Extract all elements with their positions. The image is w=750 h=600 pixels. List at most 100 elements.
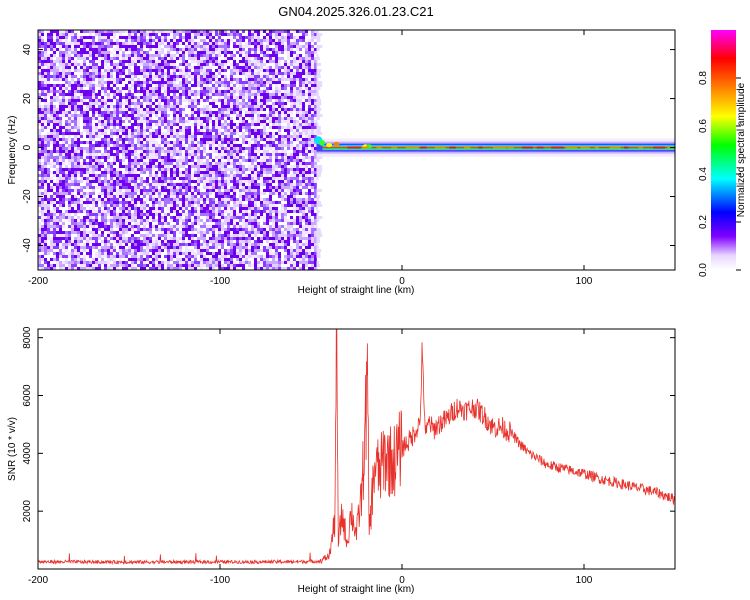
heatmap-cell xyxy=(41,216,44,219)
heatmap-cell xyxy=(188,108,191,111)
heatmap-cell xyxy=(38,222,41,225)
heatmap-cell xyxy=(74,78,77,81)
heatmap-cell xyxy=(80,171,83,174)
heatmap-cell xyxy=(143,162,146,165)
heatmap-cell xyxy=(125,135,128,138)
heatmap-cell xyxy=(56,138,59,141)
heatmap-cell xyxy=(203,192,206,195)
heatmap-cell xyxy=(167,171,170,174)
heatmap-cell xyxy=(197,177,200,180)
heatmap-cell xyxy=(128,51,131,54)
heatmap-cell xyxy=(128,144,131,147)
heatmap-cell xyxy=(62,111,65,114)
heatmap-cell xyxy=(173,111,176,114)
heatmap-cell xyxy=(203,39,206,42)
heatmap-cell xyxy=(125,78,128,81)
heatmap-cell xyxy=(170,48,173,51)
heatmap-cell xyxy=(86,249,89,252)
heatmap-cell xyxy=(113,57,116,60)
heatmap-cell xyxy=(71,207,74,210)
heatmap-cell xyxy=(83,129,86,132)
heatmap-cell xyxy=(149,147,152,150)
heatmap-cell xyxy=(149,267,152,270)
heatmap-cell xyxy=(179,159,182,162)
heatmap-cell xyxy=(65,264,68,267)
heatmap-cell xyxy=(53,138,56,141)
heatmap-cell xyxy=(212,90,215,93)
heatmap-cell xyxy=(104,144,107,147)
heatmap-cell xyxy=(188,252,191,255)
heatmap-cell xyxy=(194,39,197,42)
heatmap-cell xyxy=(221,60,224,63)
heatmap-cell xyxy=(86,240,89,243)
heatmap-cell xyxy=(104,252,107,255)
heatmap-cell xyxy=(209,219,212,222)
heatmap-cell xyxy=(197,246,200,249)
heatmap-cell xyxy=(197,231,200,234)
heatmap-cell xyxy=(47,120,50,123)
heatmap-cell xyxy=(146,246,149,249)
heatmap-cell xyxy=(110,177,113,180)
heatmap-cell xyxy=(221,72,224,75)
heatmap-cell xyxy=(86,162,89,165)
heatmap-cell xyxy=(167,189,170,192)
heatmap-cell xyxy=(170,225,173,228)
heatmap-cell xyxy=(155,51,158,54)
heatmap-cell xyxy=(92,51,95,54)
heatmap-cell xyxy=(221,195,224,198)
heatmap-cell xyxy=(113,78,116,81)
heatmap-cell xyxy=(50,267,53,270)
heatmap-cell xyxy=(155,141,158,144)
heatmap-cell xyxy=(116,195,119,198)
heatmap-cell xyxy=(134,138,137,141)
heatmap-cell xyxy=(107,147,110,150)
heatmap-cell xyxy=(170,252,173,255)
heatmap-cell xyxy=(47,147,50,150)
heatmap-cell xyxy=(47,117,50,120)
heatmap-cell xyxy=(107,63,110,66)
heatmap-cell xyxy=(218,66,221,69)
heatmap-cell xyxy=(113,138,116,141)
heatmap-cell xyxy=(218,81,221,84)
heatmap-cell xyxy=(158,114,161,117)
heatmap-cell xyxy=(86,114,89,117)
heatmap-cell xyxy=(149,246,152,249)
heatmap-cell xyxy=(71,201,74,204)
heatmap-cell xyxy=(146,252,149,255)
heatmap-cell xyxy=(143,123,146,126)
heatmap-cell xyxy=(89,45,92,48)
heatmap-cell xyxy=(212,180,215,183)
heatmap-cell xyxy=(122,57,125,60)
heatmap-cell xyxy=(212,42,215,45)
heatmap-cell xyxy=(53,162,56,165)
heatmap-cell xyxy=(62,87,65,90)
heatmap-cell xyxy=(194,96,197,99)
heatmap-cell xyxy=(41,204,44,207)
heatmap-cell xyxy=(212,264,215,267)
heatmap-cell xyxy=(122,129,125,132)
heatmap-cell xyxy=(188,240,191,243)
heatmap-cell xyxy=(215,207,218,210)
heatmap-cell xyxy=(194,156,197,159)
heatmap-cell xyxy=(86,252,89,255)
heatmap-cell xyxy=(179,132,182,135)
heatmap-cell xyxy=(125,264,128,267)
heatmap-cell xyxy=(83,261,86,264)
heatmap-cell xyxy=(59,255,62,258)
heatmap-cell xyxy=(92,120,95,123)
heatmap-cell xyxy=(206,180,209,183)
heatmap-cell xyxy=(182,162,185,165)
heatmap-cell xyxy=(200,108,203,111)
heatmap-cell xyxy=(68,186,71,189)
heatmap-cell xyxy=(110,261,113,264)
heatmap-cell xyxy=(170,261,173,264)
heatmap-cell xyxy=(68,138,71,141)
heatmap-cell xyxy=(89,63,92,66)
heatmap-cell xyxy=(167,258,170,261)
heatmap-cell xyxy=(128,231,131,234)
heatmap-cell xyxy=(71,90,74,93)
heatmap-cell xyxy=(101,222,104,225)
heatmap-cell xyxy=(140,159,143,162)
heatmap-cell xyxy=(71,87,74,90)
heatmap-cell xyxy=(56,132,59,135)
